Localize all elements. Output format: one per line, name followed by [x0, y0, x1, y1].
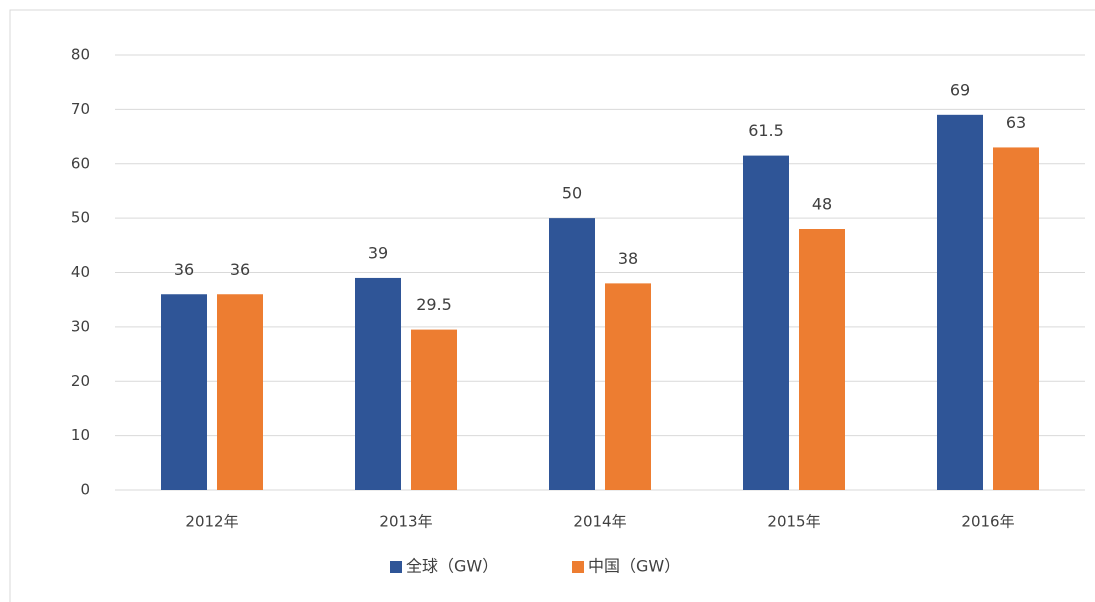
bar — [937, 114, 983, 490]
bar — [993, 147, 1039, 490]
x-tick-label: 2014年 — [573, 513, 626, 531]
bar — [605, 283, 651, 490]
legend-label: 全球（GW） — [406, 557, 498, 576]
y-tick-label: 40 — [71, 263, 90, 281]
value-label: 39 — [368, 243, 388, 262]
x-tick-label: 2015年 — [767, 513, 820, 531]
value-label: 63 — [1006, 113, 1026, 132]
bar — [217, 294, 263, 490]
bar — [799, 229, 845, 490]
x-tick-label: 2012年 — [185, 513, 238, 531]
y-tick-label: 10 — [71, 426, 90, 444]
bar — [743, 155, 789, 490]
value-label: 36 — [230, 260, 250, 279]
y-tick-label: 70 — [71, 100, 90, 118]
legend-swatch — [390, 561, 402, 573]
y-tick-label: 60 — [71, 154, 90, 172]
bar — [161, 294, 207, 490]
chart-border — [9, 9, 1095, 602]
y-tick-label: 80 — [71, 46, 90, 64]
value-label: 50 — [562, 184, 582, 203]
value-label: 29.5 — [416, 295, 452, 314]
value-label: 36 — [174, 260, 194, 279]
y-tick-label: 20 — [71, 372, 90, 390]
y-tick-label: 0 — [80, 481, 90, 499]
bar — [411, 329, 457, 490]
x-tick-label: 2013年 — [379, 513, 432, 531]
y-tick-label: 50 — [71, 209, 90, 227]
legend-swatch — [572, 561, 584, 573]
legend-label: 中国（GW） — [588, 557, 680, 576]
value-label: 61.5 — [748, 121, 784, 140]
value-label: 48 — [812, 195, 832, 214]
bar — [355, 277, 401, 490]
value-label: 38 — [618, 249, 638, 268]
bar — [549, 218, 595, 490]
value-label: 69 — [950, 80, 970, 99]
x-tick-label: 2016年 — [961, 513, 1014, 531]
y-tick-label: 30 — [71, 317, 90, 335]
